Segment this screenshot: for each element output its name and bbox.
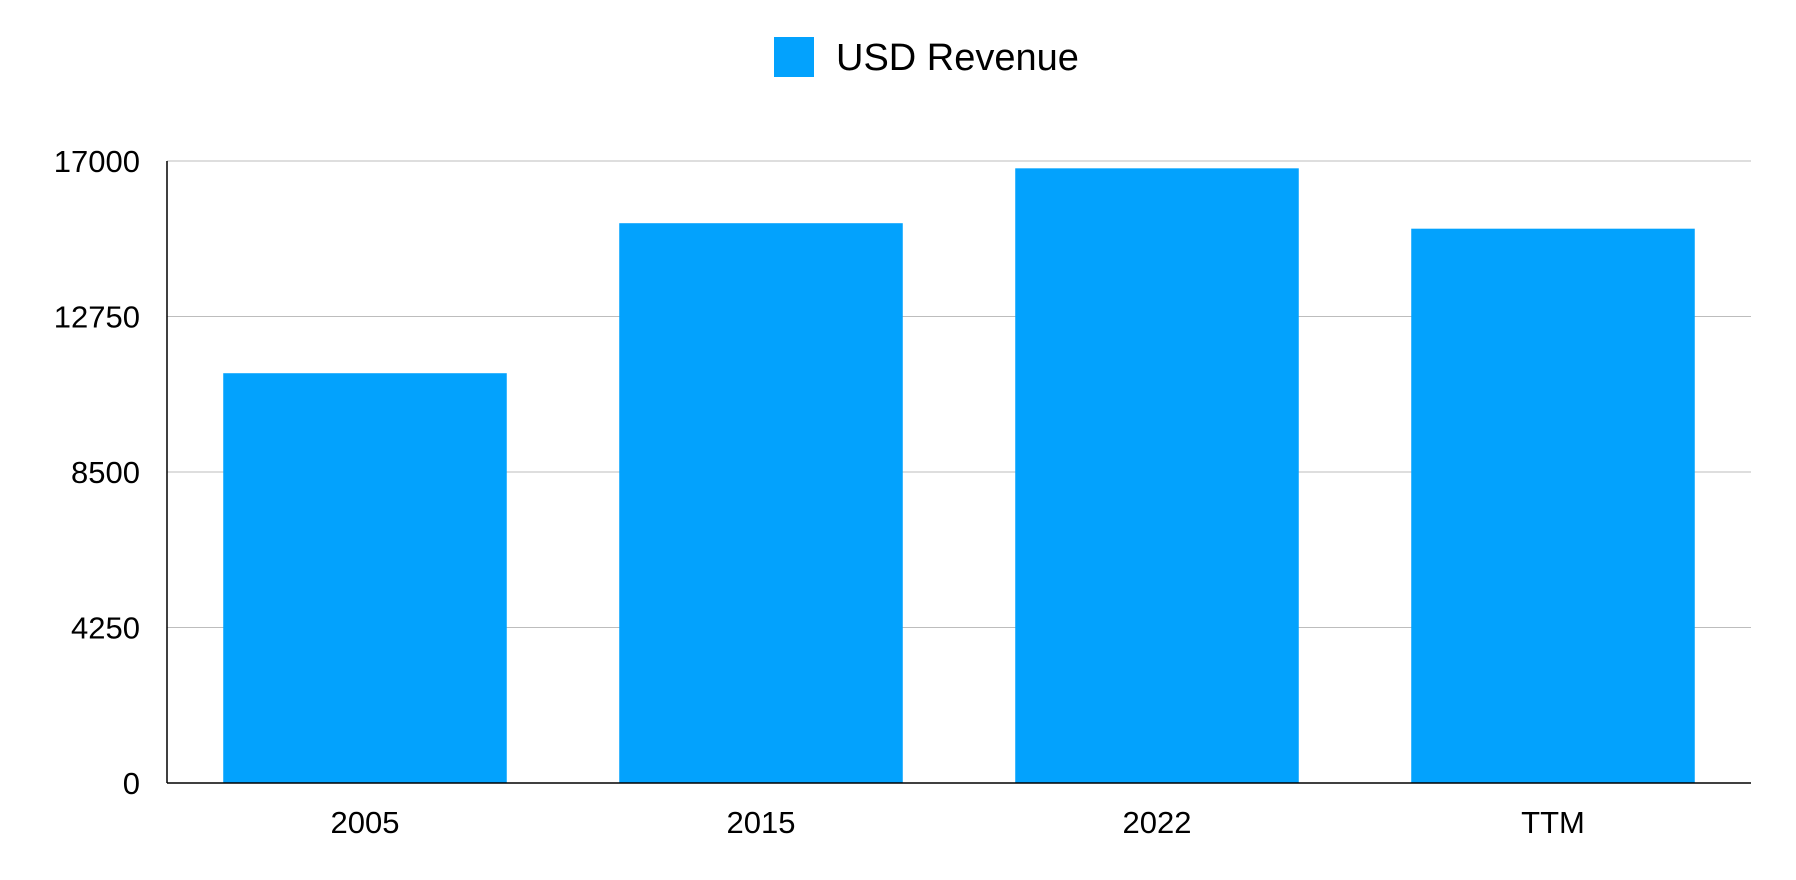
bar-2005: [223, 373, 507, 783]
x-tick-label-2022: 2022: [1123, 805, 1192, 840]
bar-2015: [619, 223, 903, 783]
y-axis: 0 4250 8500 12750 17000: [54, 144, 168, 801]
y-tick-label-0: 0: [123, 766, 140, 801]
y-tick-label-12750: 12750: [54, 300, 140, 335]
bars: [223, 168, 1695, 784]
bar-2022: [1015, 168, 1299, 784]
x-tick-label-2015: 2015: [727, 805, 796, 840]
bar-ttm: [1411, 228, 1695, 783]
legend-swatch: [774, 37, 814, 77]
legend-label-usd-revenue: USD Revenue: [836, 37, 1079, 79]
y-tick-label-4250: 4250: [71, 611, 140, 646]
y-tick-label-8500: 8500: [71, 455, 140, 490]
y-tick-label-17000: 17000: [54, 144, 140, 179]
x-tick-label-2005: 2005: [331, 805, 400, 840]
legend: USD Revenue: [774, 37, 1079, 79]
x-axis: 2005 2015 2022 TTM: [167, 782, 1751, 840]
x-tick-label-ttm: TTM: [1521, 805, 1585, 840]
